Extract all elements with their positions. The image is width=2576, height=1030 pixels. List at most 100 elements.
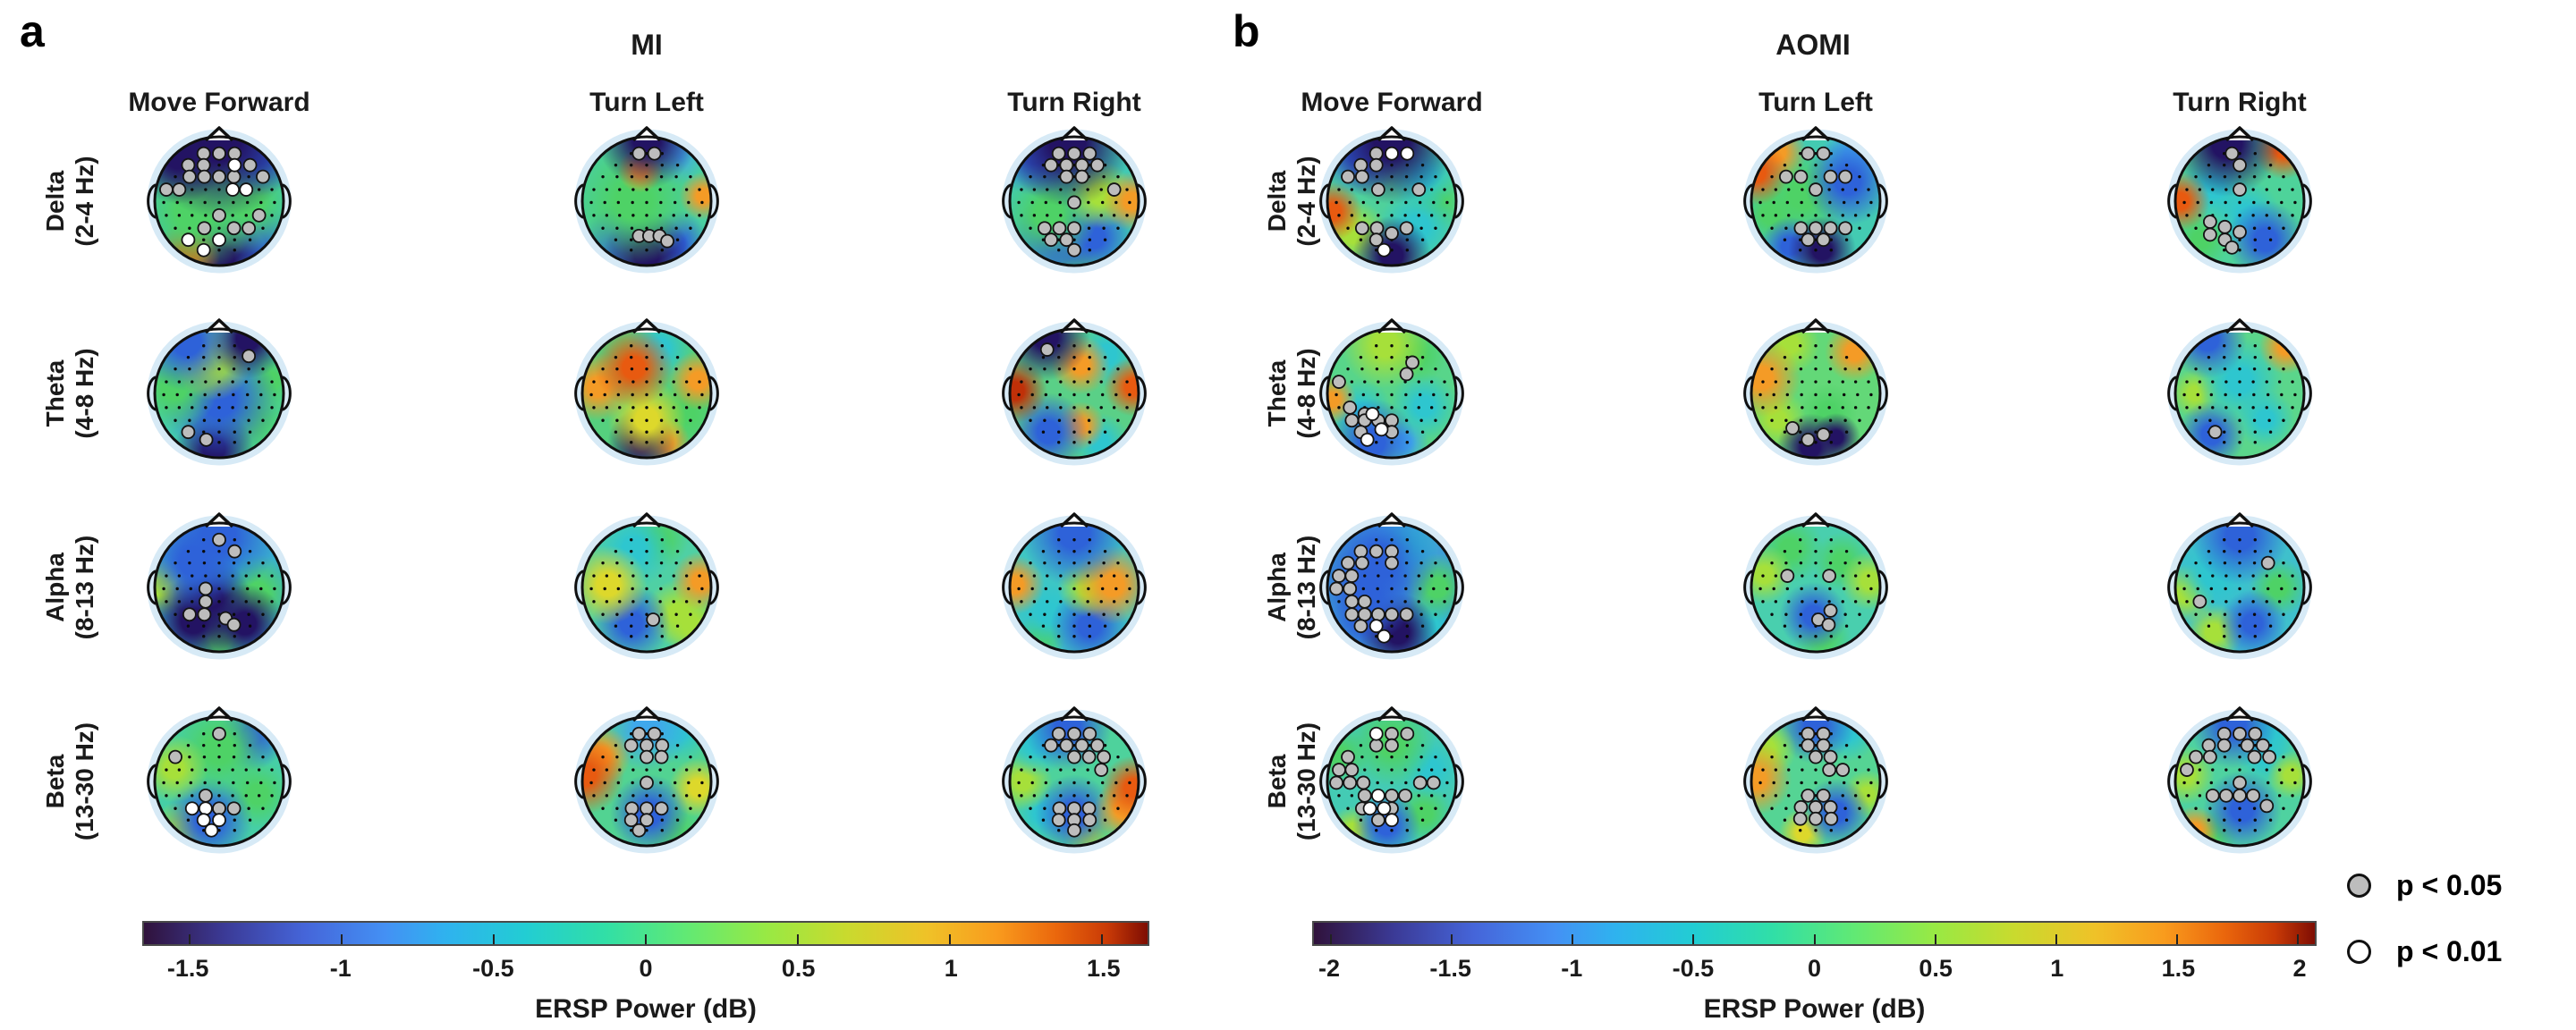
electrode-dot: [233, 829, 236, 832]
electrode-dot: [248, 624, 252, 628]
electrode-dot: [2223, 818, 2226, 822]
electrode-dot: [233, 635, 236, 638]
electrode-dot: [689, 561, 692, 565]
topoplot-delta-move-forward: [1316, 125, 1468, 277]
electrode-dot: [1829, 538, 1833, 542]
electrode-dot: [1784, 806, 1788, 810]
electrode-dot: [2265, 188, 2268, 191]
electrode-dot: [1799, 829, 1802, 832]
electrode-dot: [1102, 806, 1106, 810]
electrode-dot: [592, 574, 596, 578]
marker-p05: [631, 726, 647, 741]
electrode-dot: [1375, 441, 1378, 444]
electrode-dot: [203, 393, 207, 397]
electrode-dot: [1017, 393, 1021, 397]
electrode-dot: [1783, 743, 1787, 747]
electrode-dot: [1032, 406, 1037, 409]
electrode-dot: [2277, 768, 2282, 772]
electrode-dot: [165, 600, 168, 604]
electrode-dot: [1403, 214, 1407, 217]
electrode-dot: [174, 367, 177, 371]
electrode-dot: [1419, 561, 1423, 565]
marker-p05: [1411, 182, 1427, 197]
electrode-dot: [605, 794, 609, 798]
marker-p05: [640, 775, 654, 790]
electrode-dot: [601, 174, 605, 179]
electrode-dot: [2252, 612, 2257, 616]
electrode-dot: [217, 200, 221, 205]
head-circle: [2174, 135, 2306, 267]
electrode-dot: [673, 587, 677, 591]
electrode-dot: [1404, 393, 1408, 397]
electrode-dot: [1800, 200, 1803, 205]
electrode-dot: [1867, 768, 1870, 772]
electrode-dot: [1784, 612, 1788, 616]
electrode-dot: [660, 163, 664, 167]
electrode-dot: [1072, 768, 1076, 772]
electrode-dot: [1125, 600, 1129, 604]
electrode-dot: [1072, 393, 1076, 397]
electrode-dot: [1404, 174, 1409, 179]
electrode-dot: [689, 806, 692, 810]
electrode-dot: [259, 587, 263, 591]
electrode-dot: [1799, 549, 1802, 553]
electrode-dot: [2238, 174, 2241, 179]
electrode-dot: [1390, 600, 1394, 604]
colorbar-tick: [341, 934, 343, 944]
column-header-turn-right: Turn Right: [1007, 88, 1141, 117]
electrode-dot: [2211, 574, 2215, 578]
electrode-dot: [217, 781, 221, 785]
electrode-dot: [1390, 174, 1394, 179]
electrode-dot: [1867, 600, 1870, 604]
electrode-dot: [261, 418, 265, 422]
electrode-dot: [675, 549, 680, 553]
electrode-dot: [1360, 367, 1364, 371]
marker-p05: [2207, 425, 2223, 440]
electrode-dot: [675, 430, 680, 434]
electrode-dot: [2238, 755, 2241, 759]
electrode-dot: [674, 755, 678, 759]
electrode-dot: [1350, 794, 1354, 798]
electrode-dot: [1029, 226, 1032, 230]
electrode-dot: [1128, 393, 1131, 397]
electrode-dot: [202, 238, 206, 241]
electrode-dot: [1390, 188, 1394, 191]
electrode-dot: [1432, 200, 1436, 205]
electrode-dot: [2251, 188, 2255, 191]
electrode-dot: [1059, 600, 1063, 604]
electrode-dot: [1770, 226, 1774, 230]
electrode-dot: [2268, 624, 2273, 628]
marker-p05: [1385, 788, 1399, 803]
electrode-dot: [1829, 430, 1833, 434]
electrode-dot: [1443, 380, 1446, 384]
electrode-dot: [1841, 574, 1844, 578]
electrode-dot: [645, 549, 648, 553]
electrode-dot: [191, 794, 194, 798]
electrode-dot: [202, 635, 206, 638]
electrode-dot: [231, 574, 234, 578]
electrode-dot: [1072, 635, 1076, 638]
electrode-dot: [631, 781, 634, 785]
head-outline-layer: [1319, 512, 1464, 660]
electrode-dot: [1417, 794, 1420, 798]
electrode-dot: [1030, 200, 1034, 205]
electrode-dot: [204, 406, 208, 409]
electrode-dot: [645, 226, 648, 230]
electrode-dot: [631, 587, 634, 591]
marker-p05: [197, 169, 212, 184]
electrode-dot: [1774, 794, 1778, 798]
electrode-dot: [231, 380, 234, 384]
right-ear-icon: [282, 570, 292, 605]
electrode-dot: [1390, 367, 1394, 371]
electrode-dot: [2224, 600, 2228, 604]
electrode-dot: [1348, 200, 1352, 205]
electrode-dot: [1869, 200, 1873, 205]
electrode-dot: [1390, 355, 1394, 359]
electrode-dot: [630, 612, 634, 616]
electrode-dot: [217, 367, 221, 371]
electrode-dot: [673, 200, 677, 205]
electrode-dot: [1020, 214, 1023, 217]
head-circle: [1008, 521, 1140, 654]
electrode-dot: [2211, 406, 2215, 409]
electrode-dot: [672, 768, 675, 772]
